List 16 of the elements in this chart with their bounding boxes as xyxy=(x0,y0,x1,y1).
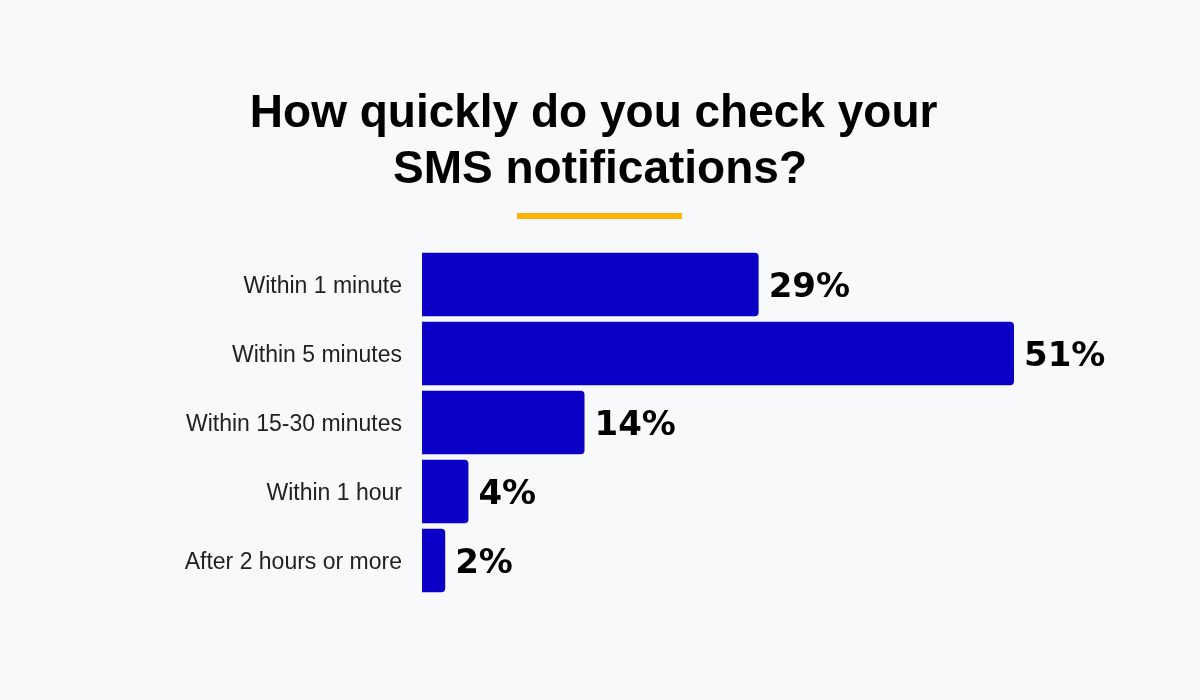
bar xyxy=(422,528,446,593)
bar xyxy=(422,459,469,524)
data-label: 14% xyxy=(594,402,676,443)
bar xyxy=(422,390,585,455)
y-tick-label: Within 15-30 minutes xyxy=(185,409,402,436)
y-tick-label: After 2 hours or more xyxy=(184,547,402,574)
bar xyxy=(422,252,759,317)
data-label: 29% xyxy=(768,264,851,305)
data-label: 2% xyxy=(455,540,513,581)
chart-title: How quickly do you check your SMS notifications? xyxy=(249,85,951,193)
y-tick-label: Within 1 hour xyxy=(266,478,403,505)
data-label: 4% xyxy=(478,471,537,512)
y-tick-label: Within 5 minutes xyxy=(231,340,402,367)
y-tick-label: Within 1 minute xyxy=(243,271,402,298)
bar xyxy=(422,321,1014,386)
data-label: 51% xyxy=(1024,333,1106,374)
